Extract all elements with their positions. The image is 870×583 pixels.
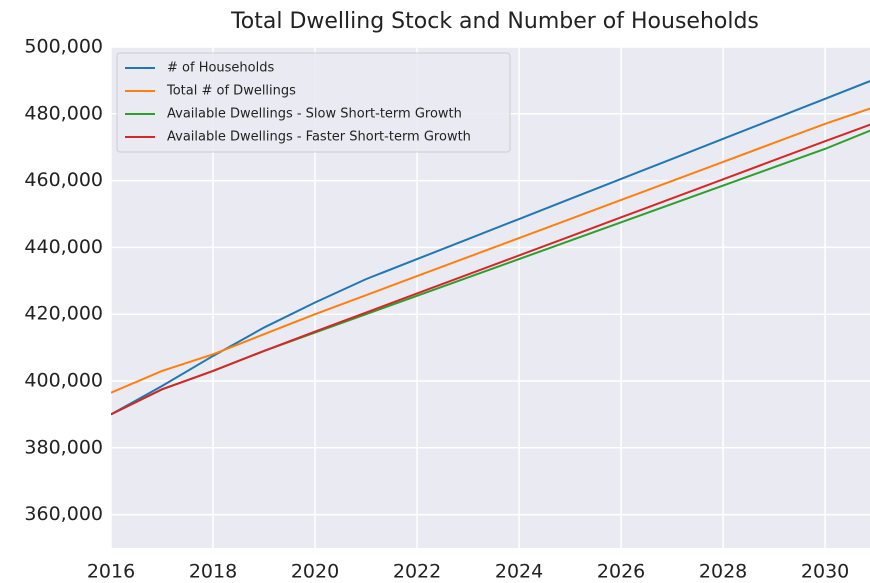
x-tick-label: 2018: [189, 561, 237, 583]
legend-label: Total # of Dwellings: [166, 84, 296, 99]
x-tick-label: 2020: [291, 561, 339, 583]
legend-box: [116, 52, 511, 153]
x-tick-label: 2030: [801, 561, 849, 583]
y-tick-label: 380,000: [24, 436, 103, 458]
x-tick-label: 2026: [597, 561, 645, 583]
y-tick-label: 500,000: [24, 36, 103, 58]
legend-label: Available Dwellings - Faster Short-term …: [167, 130, 471, 145]
y-tick-label: 480,000: [24, 102, 103, 124]
line: [111, 123, 870, 416]
x-tick-label: 2016: [87, 561, 135, 583]
y-tick-label: 420,000: [24, 303, 103, 325]
legend-label: # of Households: [167, 61, 274, 76]
x-tick-label: 2024: [495, 561, 543, 583]
legend-label: Available Dwellings - Slow Short-term Gr…: [167, 107, 462, 122]
y-tick-label: 440,000: [24, 236, 103, 258]
line: [111, 80, 870, 416]
y-tick-label: 360,000: [24, 503, 103, 525]
y-tick-label: 400,000: [24, 370, 103, 392]
x-tick-label: 2028: [699, 561, 747, 583]
chart-title: Total Dwelling Stock and Number of House…: [230, 9, 759, 34]
y-tick-label: 460,000: [24, 169, 103, 191]
x-tick-label: 2022: [393, 561, 441, 583]
line: [111, 107, 870, 394]
